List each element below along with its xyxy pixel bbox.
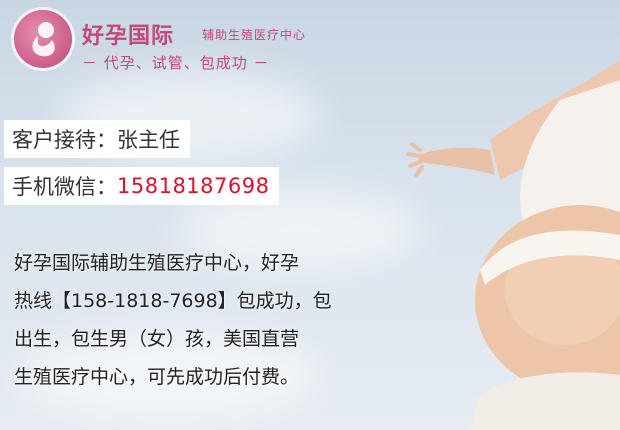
logo-name: 好孕国际: [82, 23, 175, 49]
logo-tagline: － 代孕、试管、包成功 －: [82, 54, 270, 72]
logo-subtitle: 辅助生殖医疗中心: [202, 28, 307, 42]
description: 好孕国际辅助生殖医疗中心，好孕 热线【158-1818-7698】包成功，包 出…: [14, 244, 404, 396]
description-line: 生殖医疗中心，可先成功后付费。: [14, 366, 300, 388]
reception-contact: 客户接待： 张主任: [4, 120, 190, 158]
cloud-decoration: [20, 330, 320, 420]
phone-label: 手机微信：: [12, 175, 117, 199]
description-line: 出生，包生男（女）孩，美国直营: [14, 328, 300, 350]
phone-number[interactable]: 15818187698: [117, 174, 270, 198]
reception-label: 客户接待：: [12, 128, 117, 152]
phone-contact: 手机微信： 15818187698: [4, 167, 280, 205]
reception-name: 张主任: [117, 128, 180, 152]
logo: 好孕国际 辅助生殖医疗中心 － 代孕、试管、包成功 －: [14, 8, 314, 78]
description-line: 好孕国际辅助生殖医疗中心，好孕: [14, 252, 300, 274]
description-line: 热线【158-1818-7698】包成功，包: [14, 290, 332, 312]
fetus-icon: [14, 10, 72, 68]
pregnant-woman-photo: [406, 60, 620, 430]
